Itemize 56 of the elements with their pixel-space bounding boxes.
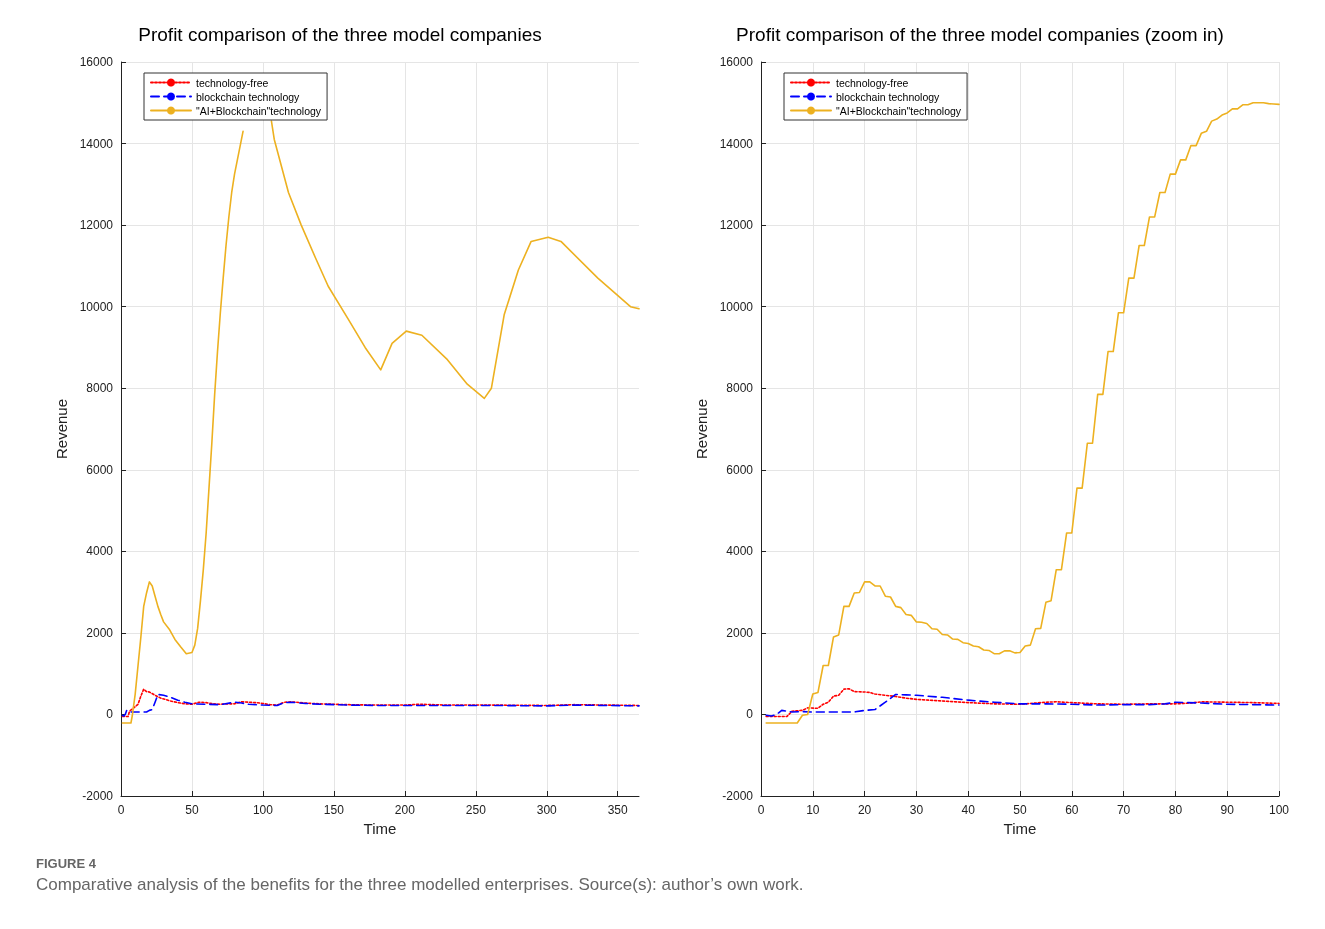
y-tick-label: 12000 (79, 218, 114, 233)
y-tick-label: 0 (746, 707, 754, 722)
text: Comparative analysis of the benefits for the three modelled enterprises. Source(s): author’s own work. (36, 875, 804, 895)
line-series (765, 101, 1280, 724)
y-tick-label: 2000 (86, 625, 114, 640)
line-series (765, 693, 1280, 717)
x-axis-title: Time (1003, 819, 1037, 837)
y-tick-label: 2000 (726, 625, 754, 640)
x-tick-label: 10 (806, 803, 820, 817)
x-tick-label: 100 (1268, 803, 1290, 817)
y-tick-label: -2000 (82, 789, 114, 803)
x-tick-label: 60 (1065, 803, 1079, 817)
x-tick-label: 30 (909, 803, 924, 817)
y-axis-title: Revenue (52, 398, 70, 460)
y-tick-label: 16000 (719, 55, 754, 69)
legend-label: blockchain technology (836, 90, 941, 103)
y-tick-label: 10000 (79, 299, 114, 314)
x-tick-label: 200 (394, 803, 416, 817)
y-tick-label: 16000 (79, 55, 114, 69)
x-tick-label: 40 (961, 803, 976, 817)
x-tick-label: 50 (1013, 803, 1027, 817)
y-tick-label: 8000 (726, 381, 754, 396)
y-tick-label: 4000 (726, 544, 754, 559)
chart-title: Profit comparison of the three model companies (zoom in) (736, 24, 1224, 45)
legend-label: "AI+Blockchain"technology (196, 104, 322, 117)
y-tick-label: 0 (106, 707, 114, 722)
x-tick-label: 0 (757, 803, 765, 817)
y-tick-label: 10000 (719, 299, 754, 314)
caption: FIGURE 4 (36, 856, 97, 871)
legend-label: blockchain technology (196, 90, 301, 103)
x-tick-label: 350 (607, 803, 629, 817)
y-tick-label: -2000 (722, 789, 754, 803)
chart-title: Profit comparison of the three model companies (138, 24, 542, 45)
y-tick-label: 14000 (719, 136, 754, 151)
x-tick-label: 50 (185, 803, 199, 817)
x-tick-label: 250 (465, 803, 487, 817)
y-tick-label: 4000 (86, 544, 114, 559)
legend-label: technology-free (836, 76, 909, 89)
x-tick-label: 150 (323, 803, 345, 817)
line-series (765, 687, 1280, 718)
x-tick-label: 80 (1168, 803, 1183, 817)
y-axis-title: Revenue (692, 398, 710, 460)
x-tick-label: 70 (1116, 803, 1131, 817)
x-tick-label: 0 (117, 803, 125, 817)
x-axis-title: Time (363, 819, 397, 837)
legend-label: technology-free (196, 76, 269, 89)
x-tick-label: 100 (252, 803, 274, 817)
x-tick-label: 20 (857, 803, 872, 817)
y-tick-label: 8000 (86, 381, 114, 396)
legend-label: "AI+Blockchain"technology (836, 104, 962, 117)
y-tick-label: 12000 (719, 218, 754, 233)
y-tick-label: 6000 (726, 462, 754, 477)
x-tick-label: 90 (1220, 803, 1235, 817)
y-tick-label: 6000 (86, 462, 114, 477)
x-tick-label: 300 (536, 803, 558, 817)
y-tick-label: 14000 (79, 136, 114, 151)
